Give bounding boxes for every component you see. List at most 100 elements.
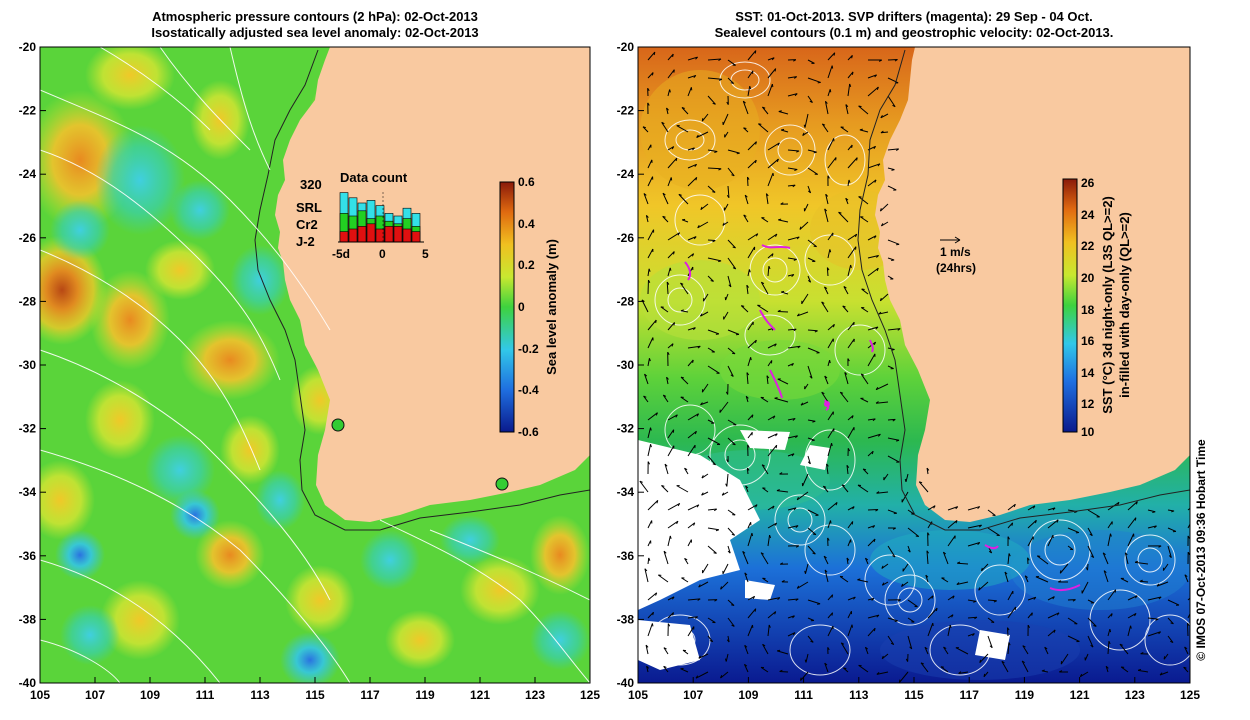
velocity-arrow-head [977,542,981,545]
velocity-arrow [840,642,849,655]
velocity-arrow [747,159,757,169]
velocity-arrow [707,527,719,531]
velocity-arrow [747,595,755,601]
velocity-arrow [707,455,716,466]
velocity-arrow-head [895,148,900,151]
velocity-arrow [667,177,672,187]
velocity-arrow [787,76,797,79]
x-tick-label: 121 [1070,688,1090,702]
dc-tick: -5d [332,247,350,261]
velocity-arrow-head [743,127,747,130]
velocity-arrow-head [746,467,750,471]
velocity-arrow-head [873,235,877,239]
velocity-arrow [744,572,749,583]
velocity-arrow [804,203,809,212]
velocity-arrow [680,282,689,295]
velocity-arrow [647,500,659,511]
velocity-arrow-head [853,596,856,600]
velocity-arrow [800,671,809,681]
right-axes: 105 107 109 111 113 115 117 119 121 123 125 -20 -22 -… [617,40,1201,702]
velocity-arrow-head [712,240,716,243]
velocity-arrow-head [875,386,879,390]
velocity-arrow [887,455,900,463]
sla-tick: 0.6 [518,175,535,189]
velocity-arrow [707,185,716,193]
velocity-arrow [777,650,789,655]
velocity-arrow [887,257,895,261]
velocity-arrow [1187,507,1190,511]
velocity-arrow-head [852,506,855,510]
velocity-arrow [687,504,700,511]
velocity-arrow-head [662,192,666,196]
velocity-arrow-head [745,485,749,489]
velocity-arrow [1007,522,1013,529]
velocity-arrow [645,644,649,655]
velocity-arrow [767,444,778,457]
velocity-arrow-head [827,647,830,651]
velocity-arrow [1036,555,1049,565]
velocity-arrow [660,306,669,313]
velocity-arrow-head [879,297,882,301]
australia-land-right [875,47,1190,522]
velocity-arrow-head [701,475,704,479]
velocity-arrow [767,433,778,439]
velocity-arrow-head [1184,574,1188,577]
velocity-arrow-head [750,357,752,361]
velocity-arrow [703,293,709,302]
velocity-arrow [707,167,722,170]
velocity-arrow [746,285,749,295]
velocity-arrow [767,83,773,97]
velocity-arrow [643,395,649,403]
velocity-arrow-head [802,132,805,136]
velocity-arrow-head [720,675,723,679]
velocity-arrow [1007,503,1016,511]
velocity-arrow [797,311,809,317]
velocity-arrow [707,617,716,623]
velocity-arrow-head [829,89,832,93]
velocity-arrow-head [1187,535,1190,539]
velocity-arrow [1135,561,1149,565]
velocity-arrow-head [880,130,884,134]
velocity-arrow [825,194,829,205]
velocity-arrow-head [824,208,828,212]
velocity-arrow [807,635,814,643]
velocity-arrow-head [781,580,785,583]
velocity-arrow [774,397,789,403]
velocity-arrow-head [833,52,836,56]
velocity-arrow-head [643,395,647,398]
velocity-arrow [787,453,795,457]
left-title: Atmospheric pressure contours (2 hPa): 0… [40,9,590,41]
velocity-arrow-head [1124,552,1128,556]
velocity-arrow [762,487,769,493]
y-tick-label: -22 [19,104,37,118]
velocity-arrow-head [892,418,896,422]
velocity-arrow [681,577,689,583]
velocity-arrow [644,568,649,583]
velocity-arrow-head [907,549,911,553]
velocity-arrow-head [876,86,879,91]
velocity-arrow [1120,577,1129,583]
velocity-arrow-head [775,233,778,237]
velocity-arrow-head [873,146,877,150]
velocity-arrow [647,412,658,421]
x-tick-label: 117 [960,688,980,702]
velocity-arrow [761,464,769,475]
velocity-arrow-head [931,595,934,599]
geostrophic-velocity-arrows [639,50,1190,683]
velocity-arrow-head [718,168,722,171]
y-tick-label: -30 [617,358,635,372]
velocity-arrow [662,192,669,205]
velocity-arrow [867,614,880,619]
velocity-arrow [642,126,649,133]
velocity-arrow-head [920,662,924,665]
velocity-arrow [1060,653,1069,665]
velocity-arrow [747,321,754,331]
velocity-arrow [1007,553,1010,565]
velocity-arrow-head [644,373,648,377]
velocity-arrow [747,532,753,547]
velocity-arrow [767,266,770,277]
velocity-arrow [647,72,654,79]
velocity-arrow [777,310,789,313]
velocity-arrow [839,391,849,403]
velocity-arrow [824,375,829,385]
